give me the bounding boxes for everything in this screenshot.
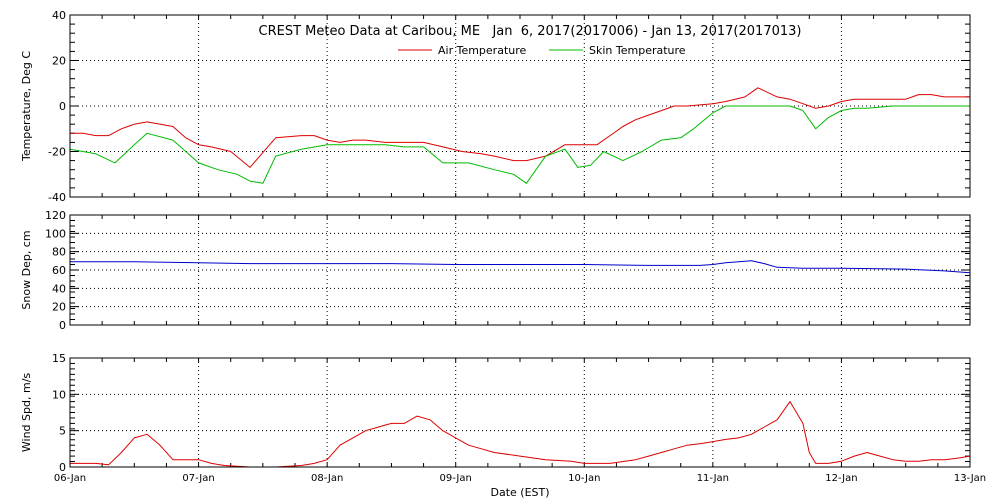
y-tick-label: 0 xyxy=(59,319,66,332)
plot-frame xyxy=(69,14,971,198)
plot-frame xyxy=(69,214,971,326)
y-tick-label: 40 xyxy=(52,282,66,295)
y-tick-label: 120 xyxy=(45,209,66,222)
series-line-air-temperature xyxy=(70,87,970,168)
x-tick-label: 11-Jan xyxy=(697,473,729,484)
y-tick-label: 0 xyxy=(59,461,66,474)
panel-1: -40 -20 0 20 40 Temperature, Deg C xyxy=(20,9,971,204)
y-tick-label: -20 xyxy=(48,146,66,159)
panel-2: 0 20 40 60 80 100 120 Snow Dep, cm xyxy=(20,209,971,332)
y-tick-label: 40 xyxy=(52,9,66,22)
y-tick-label: 5 xyxy=(59,425,66,438)
y-tick-label: 60 xyxy=(52,264,66,277)
y-tick-label: 100 xyxy=(45,227,66,240)
x-axis-label: Date (EST) xyxy=(490,486,549,499)
chart-title: CREST Meteo Data at Caribou, ME Jan 6, 2… xyxy=(259,24,802,39)
y-axis-label: Temperature, Deg C xyxy=(20,51,33,162)
legend-label-skin-temperature: Skin Temperature xyxy=(589,44,686,57)
series-line-skin-temperature xyxy=(69,105,970,184)
x-tick-label: 12-Jan xyxy=(825,473,857,484)
x-tick-label: 08-Jan xyxy=(311,473,343,484)
series-line-panel3-0 xyxy=(70,401,971,468)
x-tick-label: 13-Jan xyxy=(954,473,986,484)
y-tick-label: 0 xyxy=(59,100,66,113)
y-tick-label: 80 xyxy=(52,246,66,259)
x-tick-label: 10-Jan xyxy=(568,473,600,484)
panel-3: 0 5 10 15 Wind Spd, m/s 06-Jan 07-Jan 08-Jan 09-… xyxy=(20,352,986,484)
series-line-panel2-0 xyxy=(70,260,971,274)
y-axis-label: Snow Dep, cm xyxy=(20,230,33,309)
x-tick-label: 06-Jan xyxy=(54,473,86,484)
x-tick-label: 07-Jan xyxy=(182,473,214,484)
y-axis-label: Wind Spd, m/s xyxy=(20,373,33,453)
plot-frame xyxy=(69,357,971,468)
chart-panels: -40 -20 0 20 40 Temperature, Deg C 0 20 40 60 80 10… xyxy=(20,9,986,484)
y-tick-label: 15 xyxy=(52,352,66,365)
y-tick-label: 20 xyxy=(52,55,66,68)
y-tick-label: -40 xyxy=(48,191,66,204)
y-tick-label: 20 xyxy=(52,301,66,314)
legend-label-air-temperature: Air Temperature xyxy=(438,44,527,57)
legend: Air Temperature Skin Temperature xyxy=(398,44,686,57)
y-tick-label: 10 xyxy=(52,388,66,401)
x-tick-label: 09-Jan xyxy=(440,473,472,484)
